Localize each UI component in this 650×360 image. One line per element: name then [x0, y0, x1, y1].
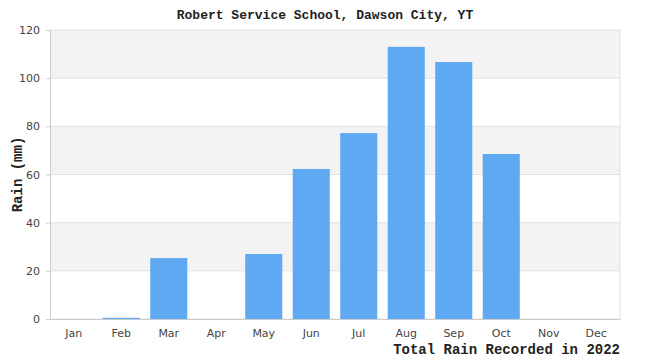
x-tick: Jul	[351, 319, 365, 340]
grid-band	[50, 126, 620, 174]
y-axis-title: Rain (mm)	[10, 137, 26, 213]
x-tick-label: Nov	[538, 327, 560, 340]
bar	[483, 154, 520, 319]
x-tick-label: Feb	[112, 327, 131, 340]
bar	[103, 318, 140, 319]
grid	[50, 30, 620, 319]
bar	[150, 258, 187, 319]
x-tick-label: Apr	[207, 327, 227, 340]
x-tick: Mar	[158, 319, 179, 340]
bar	[435, 62, 472, 319]
y-tick-mark	[46, 223, 50, 224]
y-axis-line	[46, 31, 51, 320]
x-tick: Oct	[492, 319, 512, 340]
bar	[578, 319, 615, 320]
y-tick: 60	[26, 169, 50, 182]
bar	[530, 319, 567, 320]
x-tick-label: Jul	[351, 327, 365, 340]
x-tick: Apr	[207, 319, 227, 340]
bars	[103, 47, 520, 319]
y-tick-mark	[46, 175, 50, 176]
y-tick: 0	[33, 313, 50, 326]
bar	[198, 319, 235, 320]
x-tick-label: Aug	[396, 327, 417, 340]
y-tick-label: 60	[26, 169, 40, 182]
grid-line	[50, 222, 620, 223]
bar	[245, 254, 282, 319]
grid-line	[50, 270, 620, 271]
chart: 0 20 40 60 80 100 120 Jan Feb Mar Apr May Jun Jul Aug S…	[0, 0, 650, 360]
x-axis: Jan Feb Mar Apr May Jun Jul Aug Sep Oct Nov Dec	[51, 319, 621, 340]
plot: 0 20 40 60 80 100 120 Jan Feb Mar Apr May Jun Jul Aug S…	[19, 24, 621, 340]
x-tick-label: Jun	[302, 327, 320, 340]
x-tick: Sep	[443, 319, 464, 340]
bar	[340, 133, 377, 319]
x-tick-label: Oct	[492, 327, 512, 340]
y-tick-mark	[46, 271, 50, 272]
x-tick: May	[252, 319, 275, 340]
y-tick: 120	[19, 24, 50, 37]
grid-bands	[50, 30, 620, 271]
y-tick-label: 80	[26, 120, 40, 133]
x-tick: Feb	[112, 319, 131, 340]
bar	[293, 169, 330, 319]
title: Robert Service School, Dawson City, YT	[177, 8, 474, 23]
grid-line	[50, 319, 620, 320]
y-tick: 80	[26, 120, 50, 133]
bar	[55, 319, 92, 320]
y-tick-label: 40	[26, 217, 40, 230]
x-axis-line	[51, 319, 621, 320]
x-tick-label: Sep	[443, 327, 464, 340]
x-tick: Dec	[586, 319, 607, 340]
frame	[620, 30, 621, 319]
y-tick-label: 0	[33, 313, 40, 326]
y-tick-mark	[46, 319, 50, 320]
x-tick-label: May	[252, 327, 275, 340]
grid-line	[50, 78, 620, 79]
grid-line	[50, 126, 620, 127]
grid-line	[50, 30, 620, 31]
x-tick-label: Jan	[64, 327, 82, 340]
y-tick: 20	[26, 265, 50, 278]
grid-band	[50, 30, 620, 78]
grid-line	[50, 174, 620, 175]
x-tick: Nov	[538, 319, 560, 340]
y-tick-label: 100	[19, 72, 40, 85]
y-tick-label: 20	[26, 265, 40, 278]
x-tick: Jun	[302, 319, 320, 340]
y-tick-mark	[46, 30, 50, 31]
bar	[388, 47, 425, 319]
x-tick: Jan	[64, 319, 82, 340]
y-tick-label: 120	[19, 24, 40, 37]
x-tick-label: Mar	[158, 327, 179, 340]
x-tick: Aug	[396, 319, 417, 340]
y-tick: 40	[26, 217, 50, 230]
y-tick-mark	[46, 126, 50, 127]
x-tick-label: Dec	[586, 327, 607, 340]
y-tick: 100	[19, 72, 50, 85]
grid-band	[50, 223, 620, 271]
y-tick-mark	[46, 78, 50, 79]
x-axis-title: Total Rain Recorded in 2022	[393, 342, 620, 358]
